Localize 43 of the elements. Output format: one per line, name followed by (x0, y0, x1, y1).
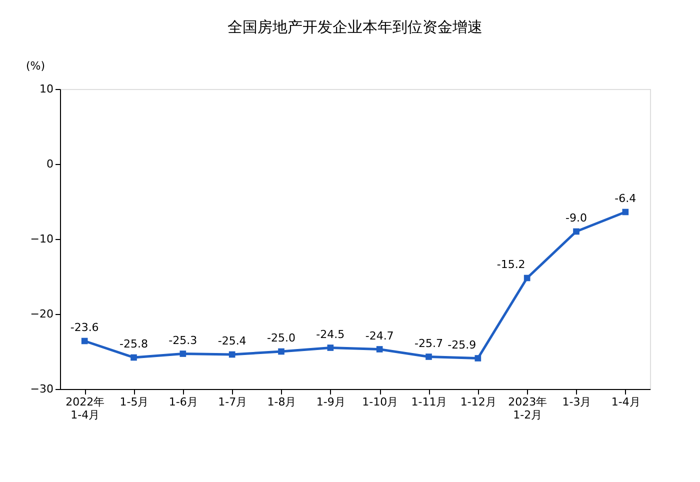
y-tick-label: −10 (30, 232, 54, 246)
point (278, 348, 284, 355)
x-tick-label: 2023年 1-2月 (508, 396, 548, 422)
point (228, 351, 236, 358)
data-label: -23.6 (70, 321, 99, 334)
x-tick-label: 1-4月 (611, 396, 640, 408)
y-tick-label: −30 (30, 382, 54, 396)
x-tick-label: 1-5月 (120, 396, 149, 408)
data-label: -25.0 (267, 332, 296, 344)
point (622, 208, 629, 216)
x-tick-label: 1-11月 (411, 396, 448, 408)
x-tick-label: 1-12月 (460, 396, 496, 408)
point (524, 274, 530, 282)
data-label: -15.2 (496, 258, 526, 271)
x-tick-label: 1-7月 (218, 396, 248, 408)
x-tick-label: 1-6月 (168, 396, 198, 408)
point (573, 228, 580, 235)
point (327, 344, 334, 351)
data-label: -25.8 (120, 338, 148, 350)
x-tick-label: 1-10月 (362, 396, 398, 408)
y-axis-title: (%) (26, 60, 46, 72)
y-tick-label: −20 (30, 308, 54, 320)
x-tick-label: 1-9月 (316, 396, 346, 408)
data-label: -9.0 (566, 212, 587, 224)
point (474, 355, 482, 362)
data-label: -25.4 (218, 334, 246, 348)
point (81, 338, 88, 344)
point (376, 346, 383, 352)
point (426, 354, 432, 360)
x-tick-label: 1-8月 (267, 396, 296, 408)
data-label: -6.4 (614, 192, 636, 205)
y-tick-label: 0 (46, 158, 54, 170)
data-label: -24.5 (316, 328, 345, 341)
point (180, 350, 186, 357)
chart-title: 全国房地产开发企业本年到位资金增速 (228, 18, 482, 36)
point (130, 354, 137, 361)
x-tick-label: 2022年 1-4月 (66, 396, 105, 422)
y-tick-label: 10 (40, 82, 54, 96)
data-label: -24.7 (365, 329, 394, 342)
data-label: -25.3 (168, 334, 198, 347)
data-label: -25.9 (448, 338, 476, 352)
data-label: -25.7 (414, 336, 443, 350)
x-tick-label: 1-3月 (562, 396, 592, 408)
